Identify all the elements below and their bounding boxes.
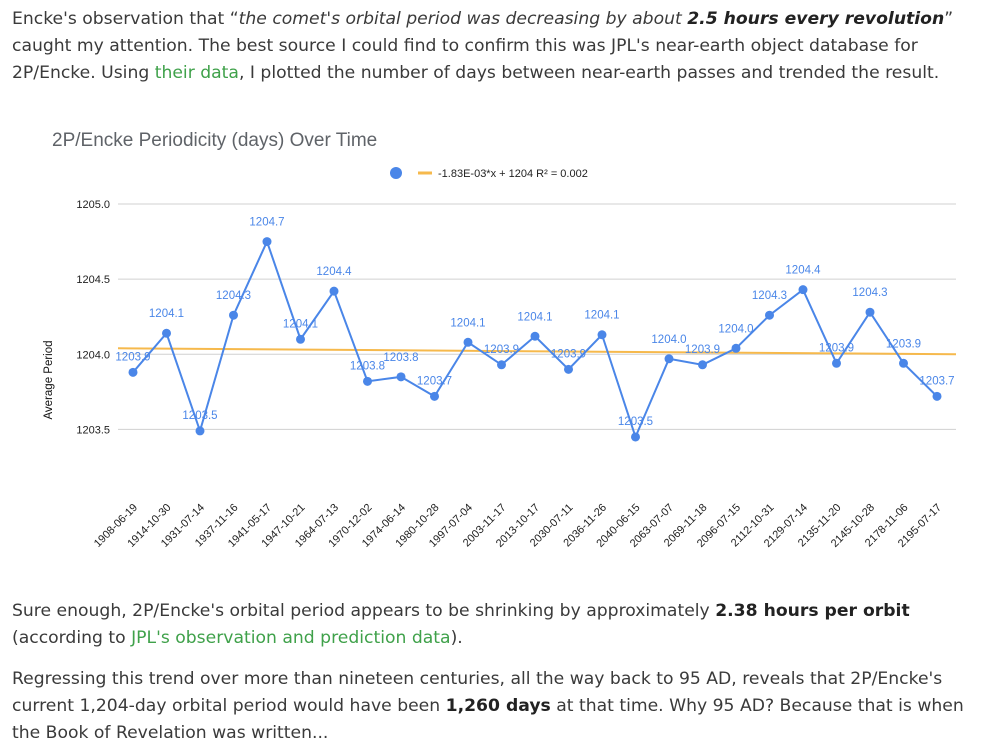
data-point (363, 376, 372, 386)
y-tick-label: 1203.5 (76, 424, 110, 436)
regression-text-2: at that time. Why 95 AD? Because that is… (12, 696, 964, 743)
intro-text-2: ” caught my attention. The best source I… (12, 9, 954, 83)
data-point (396, 372, 406, 382)
data-point (564, 364, 573, 374)
data-point (296, 334, 305, 344)
their-data-link[interactable]: their data (154, 63, 239, 83)
data-label: 1203.9 (819, 342, 854, 354)
y-axis-label: Average Period (43, 340, 55, 419)
intro-paragraph: Encke's observation that “the comet's or… (12, 6, 978, 87)
data-label: 1203.9 (551, 348, 586, 360)
data-label: 1204.1 (517, 311, 552, 323)
data-label: 1203.7 (417, 375, 452, 387)
finding-text-2: (according to (12, 628, 132, 648)
data-point (497, 360, 506, 370)
data-point (798, 285, 808, 295)
finding-text-1: Sure enough, 2P/Encke's orbital period a… (12, 601, 716, 621)
data-point (329, 286, 339, 296)
data-label: 1204.4 (785, 265, 821, 277)
data-label: 1203.7 (919, 375, 954, 387)
y-tick-label: 1204.0 (76, 349, 110, 361)
data-point (430, 391, 439, 401)
data-label: 1204.1 (450, 317, 485, 329)
data-point (932, 391, 942, 401)
intro-text-1: Encke's observation that “ (12, 9, 239, 29)
finding-text-3: ). (450, 628, 463, 648)
legend-trendline-label: -1.83E-03*x + 1204 R² = 0.002 (438, 168, 588, 180)
legend-marker-series (390, 167, 402, 179)
data-label: 1204.1 (149, 308, 184, 320)
data-label: 1204.3 (752, 290, 787, 302)
data-point (664, 354, 674, 364)
regression-paragraph: Regressing this trend over more than nin… (12, 666, 978, 747)
period-chart: 2P/Encke Periodicity (days) Over Time -1… (43, 130, 957, 550)
data-label: 1204.3 (852, 287, 887, 299)
finding-bold: 2.38 hours per orbit (715, 601, 910, 621)
regression-text-1: Regressing this trend over more than nin… (12, 669, 943, 716)
regression-bold: 1,260 days (445, 696, 551, 716)
data-label: 1203.9 (685, 344, 720, 356)
data-label: 1204.1 (584, 310, 619, 322)
data-label: 1204.7 (249, 217, 284, 229)
jpl-data-link[interactable]: JPL's observation and prediction data (131, 628, 451, 648)
data-label: 1203.5 (618, 416, 653, 428)
y-tick-label: 1205.0 (76, 199, 110, 211)
trendline (117, 347, 957, 356)
data-label: 1204.0 (651, 334, 686, 346)
data-point (865, 307, 875, 317)
data-point (899, 358, 908, 368)
data-point (128, 367, 138, 377)
data-point (832, 358, 841, 368)
data-label: 1203.9 (115, 351, 150, 363)
intro-quote-bold: 2.5 hours every revolution (687, 9, 945, 29)
data-point (698, 360, 707, 370)
data-point (262, 237, 272, 247)
data-point (765, 310, 774, 320)
data-label: 1204.0 (718, 323, 753, 335)
data-label: 1203.9 (886, 338, 921, 350)
data-label: 1203.9 (484, 344, 519, 356)
data-label: 1204.3 (216, 290, 251, 302)
data-point (229, 310, 238, 320)
finding-paragraph: Sure enough, 2P/Encke's orbital period a… (12, 598, 978, 652)
data-label: 1203.8 (383, 352, 418, 364)
intro-text-3: , I plotted the number of days between n… (238, 63, 940, 83)
data-label: 1203.8 (350, 360, 385, 372)
intro-quote: the comet's orbital period was decreasin… (238, 9, 688, 29)
data-point (631, 432, 640, 442)
data-point (195, 426, 205, 436)
chart-title: 2P/Encke Periodicity (days) Over Time (52, 130, 377, 151)
data-label: 1204.4 (316, 266, 352, 278)
data-label: 1204.1 (283, 318, 318, 330)
data-point (530, 331, 540, 341)
chart-legend: -1.83E-03*x + 1204 R² = 0.002 (390, 167, 588, 180)
data-label: 1203.5 (182, 410, 217, 422)
data-point (597, 330, 607, 340)
data-point (463, 337, 473, 347)
data-point (731, 343, 741, 353)
y-tick-label: 1204.5 (76, 274, 110, 286)
data-point (162, 328, 171, 338)
